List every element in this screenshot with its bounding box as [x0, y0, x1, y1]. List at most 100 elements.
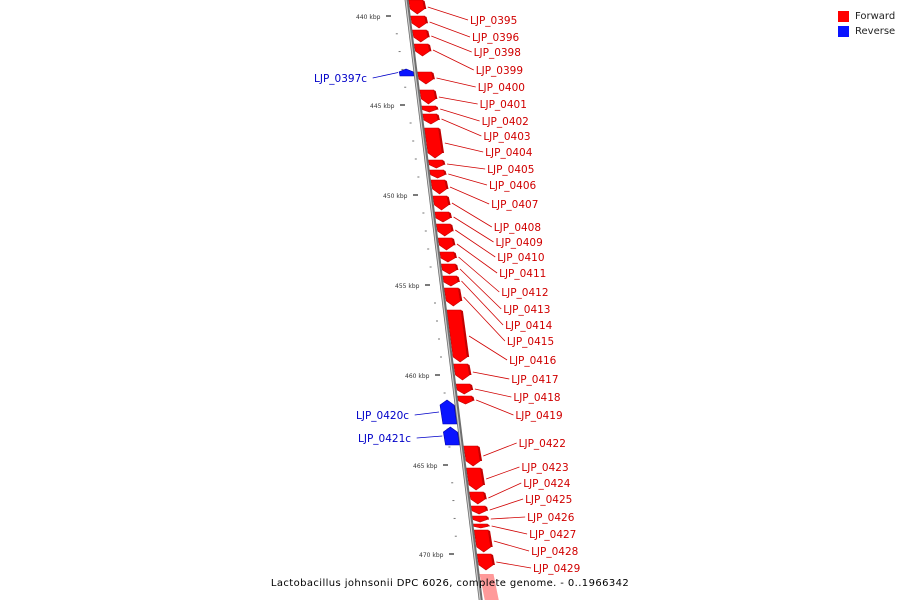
- gene-label[interactable]: LJP_0396: [472, 32, 520, 44]
- gene-label[interactable]: LJP_0413: [503, 304, 550, 316]
- gene-arrow[interactable]: [470, 505, 487, 515]
- gene-label[interactable]: LJP_0406: [489, 180, 537, 192]
- gene-feature[interactable]: [446, 309, 470, 363]
- gene-arrow[interactable]: [408, 0, 425, 15]
- gene-feature[interactable]: [417, 71, 435, 85]
- gene-arrow[interactable]: [413, 43, 430, 57]
- gene-label[interactable]: LJP_0415: [507, 336, 554, 348]
- gene-feature[interactable]: [421, 105, 439, 113]
- gene-arrow[interactable]: [463, 445, 481, 467]
- gene-arrow[interactable]: [410, 15, 427, 29]
- gene-label[interactable]: LJP_0405: [487, 164, 534, 176]
- gene-label[interactable]: LJP_0404: [485, 147, 533, 159]
- gene-label[interactable]: LJP_0428: [531, 546, 578, 558]
- gene-feature[interactable]: [457, 395, 475, 405]
- gene-label[interactable]: LJP_0421c: [358, 433, 411, 445]
- gene-label[interactable]: LJP_0395: [470, 15, 517, 27]
- gene-label[interactable]: LJP_0399: [476, 65, 523, 77]
- gene-label[interactable]: LJP_0427: [529, 529, 576, 541]
- gene-feature[interactable]: [422, 113, 440, 125]
- gene-feature[interactable]: [434, 211, 452, 223]
- gene-feature[interactable]: [439, 251, 457, 263]
- gene-label[interactable]: LJP_0412: [501, 287, 548, 299]
- gene-label[interactable]: LJP_0398: [474, 47, 521, 59]
- gene-label[interactable]: LJP_0418: [513, 392, 560, 404]
- gene-feature[interactable]: [476, 553, 495, 571]
- gene-arrow[interactable]: [469, 491, 486, 505]
- gene-arrow[interactable]: [457, 395, 473, 405]
- gene-feature[interactable]: [443, 287, 463, 307]
- gene-arrow[interactable]: [439, 399, 458, 425]
- gene-arrow[interactable]: [417, 71, 434, 85]
- gene-label[interactable]: LJP_0426: [527, 512, 575, 524]
- gene-feature[interactable]: [440, 263, 459, 275]
- gene-label[interactable]: LJP_0417: [511, 374, 558, 386]
- gene-arrow[interactable]: [422, 113, 439, 125]
- gene-feature[interactable]: [472, 523, 490, 529]
- gene-label[interactable]: LJP_0401: [480, 99, 527, 111]
- gene-arrow[interactable]: [432, 195, 449, 211]
- gene-feature[interactable]: [410, 15, 429, 29]
- gene-arrow[interactable]: [411, 29, 429, 43]
- gene-label[interactable]: LJP_0408: [494, 222, 541, 234]
- gene-arrow[interactable]: [428, 159, 444, 169]
- gene-arrow[interactable]: [421, 105, 437, 113]
- gene-label[interactable]: LJP_0424: [523, 478, 571, 490]
- gene-label[interactable]: LJP_0410: [497, 252, 544, 264]
- gene-label[interactable]: LJP_0407: [491, 199, 538, 211]
- gene-arrow[interactable]: [435, 223, 453, 237]
- gene-feature[interactable]: [437, 237, 456, 251]
- gene-label[interactable]: LJP_0420c: [356, 410, 409, 422]
- gene-feature[interactable]: [463, 445, 483, 467]
- gene-label[interactable]: LJP_0397c: [314, 73, 367, 85]
- gene-arrow[interactable]: [398, 68, 415, 77]
- gene-label[interactable]: LJP_0425: [525, 494, 572, 506]
- gene-arrow[interactable]: [476, 553, 494, 571]
- gene-arrow[interactable]: [443, 287, 461, 307]
- gene-label[interactable]: LJP_0416: [509, 355, 557, 367]
- gene-feature[interactable]: [429, 169, 447, 179]
- gene-feature[interactable]: [413, 43, 432, 57]
- gene-label[interactable]: LJP_0429: [533, 563, 580, 575]
- gene-arrow[interactable]: [429, 169, 445, 179]
- gene-arrow[interactable]: [472, 523, 489, 529]
- gene-feature[interactable]: [428, 159, 446, 169]
- gene-label[interactable]: LJP_0414: [505, 320, 553, 332]
- gene-arrow[interactable]: [419, 89, 436, 105]
- gene-arrow[interactable]: [453, 363, 470, 381]
- gene-feature[interactable]: [453, 363, 472, 381]
- gene-feature[interactable]: [466, 467, 486, 491]
- gene-arrow[interactable]: [442, 275, 459, 287]
- gene-label[interactable]: LJP_0403: [483, 131, 530, 143]
- gene-arrow[interactable]: [455, 383, 472, 395]
- gene-label[interactable]: LJP_0422: [519, 438, 566, 450]
- gene-feature[interactable]: [442, 275, 460, 287]
- gene-feature[interactable]: [432, 195, 451, 211]
- gene-arrow[interactable]: [471, 515, 488, 523]
- gene-arrow[interactable]: [473, 529, 492, 553]
- gene-feature[interactable]: [424, 127, 445, 159]
- gene-arrow[interactable]: [424, 127, 443, 159]
- gene-arrow[interactable]: [446, 309, 468, 363]
- gene-label[interactable]: LJP_0423: [521, 462, 568, 474]
- gene-arrow[interactable]: [440, 263, 457, 275]
- gene-arrow[interactable]: [430, 179, 447, 195]
- gene-feature[interactable]: [430, 179, 449, 195]
- gene-feature[interactable]: [419, 89, 438, 105]
- gene-arrow[interactable]: [434, 211, 451, 223]
- gene-label[interactable]: LJP_0400: [478, 82, 525, 94]
- gene-arrow[interactable]: [443, 426, 460, 446]
- gene-feature[interactable]: [455, 383, 474, 395]
- gene-arrow[interactable]: [466, 467, 484, 491]
- gene-arrow[interactable]: [439, 251, 456, 263]
- gene-feature[interactable]: [473, 529, 493, 553]
- gene-feature[interactable]: [435, 223, 454, 237]
- gene-label[interactable]: LJP_0402: [482, 116, 529, 128]
- gene-label[interactable]: LJP_0409: [496, 237, 543, 249]
- gene-feature[interactable]: [469, 491, 487, 505]
- gene-label[interactable]: LJP_0419: [515, 410, 562, 422]
- gene-feature[interactable]: [470, 505, 489, 515]
- gene-label[interactable]: LJP_0411: [499, 268, 546, 280]
- gene-feature[interactable]: [411, 29, 430, 43]
- gene-arrow[interactable]: [437, 237, 454, 251]
